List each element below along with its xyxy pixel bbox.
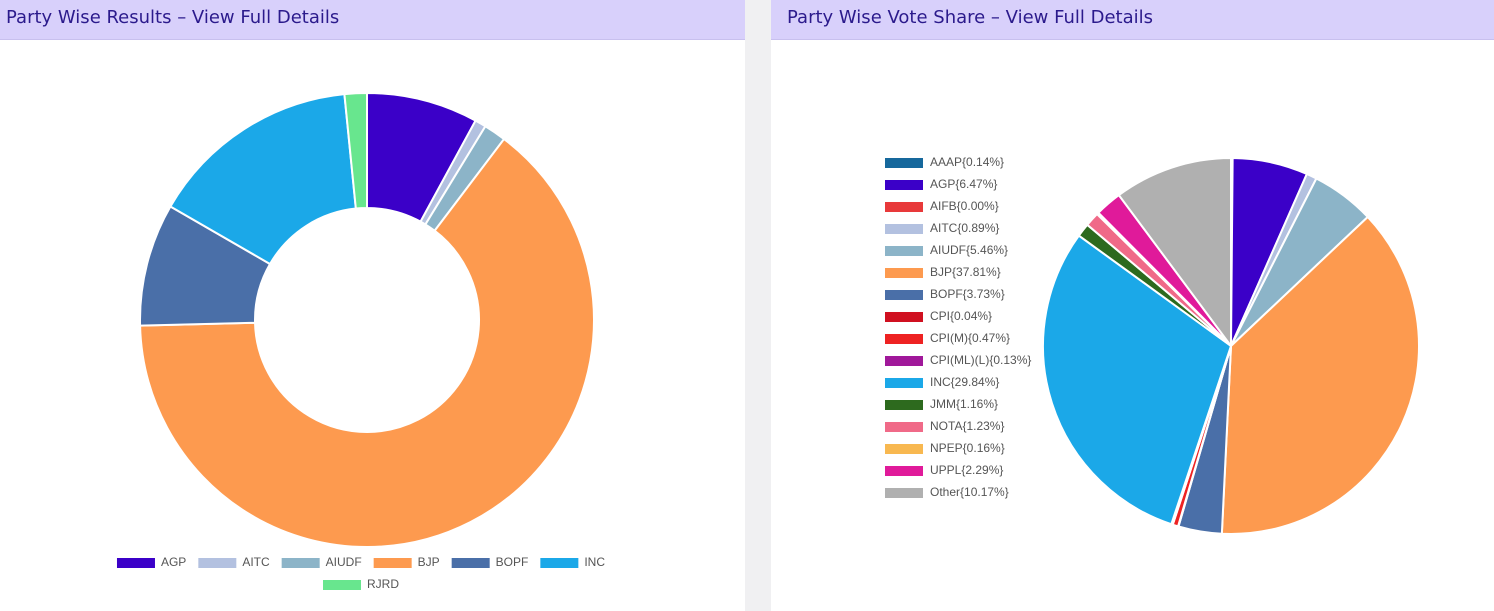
slice (1117, 156, 1232, 350)
legend-swatch (885, 466, 923, 476)
legend-label: NPEP{0.16%} (930, 441, 1005, 455)
legend-swatch (885, 488, 923, 498)
legend-label: UPPL{2.29%} (930, 463, 1003, 477)
legend-swatch (885, 356, 923, 366)
legend-swatch (885, 422, 923, 432)
legend-swatch (885, 180, 923, 190)
slice (139, 137, 595, 548)
legend-swatch (885, 290, 923, 300)
legend-swatch (885, 378, 923, 388)
legend-label: AGP{6.47%} (930, 177, 997, 191)
legend-label: CPI(M){0.47%} (930, 331, 1010, 345)
legend-label: BJP (418, 555, 440, 569)
legend-swatch (885, 246, 923, 256)
legend-swatch (885, 268, 923, 278)
legend-label: CPI(ML)(L){0.13%} (930, 353, 1031, 367)
legend-label: INC (584, 555, 605, 569)
legend-swatch (885, 202, 923, 212)
legend-swatch (373, 558, 412, 568)
doughnut-chart: AGP AITC AIUDF BJP BOPF INC RJRD (116, 91, 605, 591)
results-panel: Party Wise Results – View Full Details A… (0, 0, 745, 611)
legend-swatch (885, 400, 923, 410)
legend-label: INC{29.84%} (930, 375, 999, 389)
legend-label: AITC (242, 555, 270, 569)
legend-label: AIFB{0.00%} (930, 199, 999, 213)
slice (169, 93, 357, 266)
panel-title[interactable]: Party Wise Results – View Full Details (0, 0, 745, 40)
legend-swatch (540, 558, 579, 568)
legend-swatch (885, 444, 923, 454)
legend-swatch (281, 558, 320, 568)
legend-swatch (451, 558, 490, 568)
legend-swatch (885, 312, 923, 322)
legend-label: Other{10.17%} (930, 485, 1009, 499)
legend-label: JMM{1.16%} (930, 397, 998, 411)
legend-label: NOTA{1.23%} (930, 419, 1004, 433)
legend-swatch (198, 558, 237, 568)
slice (1042, 234, 1233, 526)
legend-swatch (885, 334, 923, 344)
legend-label: AIUDF{5.46%} (930, 243, 1008, 257)
slice (343, 91, 368, 210)
legend-label: CPI{0.04%} (930, 309, 992, 323)
legend-label: BJP{37.81%} (930, 265, 1001, 279)
legend-label: BOPF{3.73%} (930, 287, 1005, 301)
legend-label: BOPF (496, 555, 529, 569)
legend-swatch (116, 558, 155, 568)
legend-label: AAAP{0.14%} (930, 155, 1004, 169)
slice (1220, 215, 1420, 535)
legend-swatch (885, 158, 923, 168)
panel-title[interactable]: Party Wise Vote Share – View Full Detail… (771, 0, 1494, 40)
pie-chart: AAAP{0.14%} AGP{6.47%} AIFB{0.00%} AITC{0.8… (885, 155, 1420, 535)
legend-swatch (323, 580, 361, 590)
vote-share-panel: Party Wise Vote Share – View Full Detail… (771, 0, 1494, 611)
legend-label: RJRD (367, 577, 399, 591)
legend-label: AIUDF (326, 555, 362, 569)
legend-label: AITC{0.89%} (930, 221, 999, 235)
legend-swatch (885, 224, 923, 234)
legend-label: AGP (161, 555, 186, 569)
